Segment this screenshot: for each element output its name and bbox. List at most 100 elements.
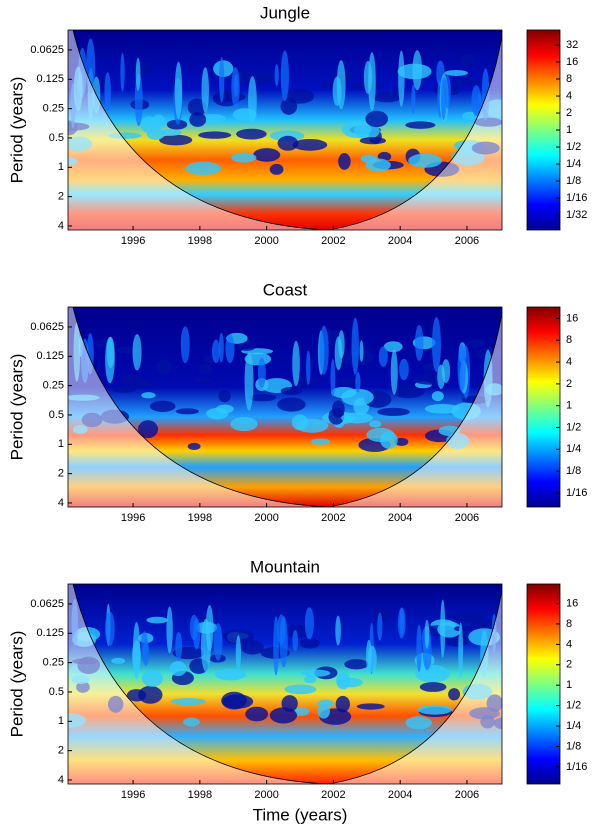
texture-blob [214, 668, 247, 681]
texture-blob [149, 400, 176, 412]
x-tick-label: 2000 [254, 235, 278, 247]
plot-frame [67, 29, 503, 231]
texture-blob [198, 131, 232, 139]
texture-blob [295, 418, 329, 433]
y-tick-label: 0.0625 [30, 321, 64, 333]
texture-streak [277, 614, 286, 646]
texture-streak [175, 631, 183, 661]
y-tick-label: 2 [58, 468, 64, 480]
colorbar-tick-label: 4 [566, 356, 572, 368]
texture-streak [457, 344, 466, 392]
texture-blob [369, 420, 382, 428]
texture-streak [200, 618, 211, 673]
texture-blob [341, 121, 372, 138]
texture-blob [285, 624, 312, 639]
texture-blob [341, 388, 374, 406]
texture-streak [132, 640, 141, 672]
texture-streak [411, 84, 416, 114]
texture-blob [392, 384, 425, 399]
texture-blob [303, 675, 317, 684]
x-tick-label: 2000 [254, 789, 278, 801]
texture-streak [365, 639, 372, 673]
y-tick-label: 0.125 [36, 627, 64, 639]
x-axis-label: Time (years) [253, 805, 348, 824]
colorbar-tick-label: 1/4 [566, 443, 581, 455]
texture-streak [166, 606, 173, 654]
texture-streak [248, 76, 257, 126]
y-tick-label: 0.5 [49, 132, 64, 144]
texture-streak [397, 607, 406, 639]
texture-blob [237, 67, 252, 86]
y-axis-label: Period (years) [7, 77, 26, 184]
texture-streak [135, 57, 141, 92]
cone-overlay [68, 584, 502, 784]
colorbar-tick-label: 1/2 [566, 141, 581, 153]
colorbar-tick-label: 16 [566, 56, 578, 68]
texture-blob [431, 391, 444, 402]
texture-blob [159, 134, 193, 146]
texture-streak [431, 317, 441, 372]
colorbar-tick-label: 8 [566, 334, 572, 346]
texture-streak [104, 72, 111, 111]
texture-blob [372, 91, 402, 103]
texture-blob [132, 61, 152, 76]
texture-streak [219, 56, 225, 103]
x-tick-label: 2006 [455, 512, 479, 524]
x-tick-label: 2000 [254, 512, 278, 524]
texture-streak [398, 50, 405, 107]
texture-blob [344, 659, 369, 670]
texture-blob [187, 98, 207, 116]
texture-blob [215, 404, 234, 414]
colorbar [526, 306, 561, 508]
texture-blob [415, 664, 450, 683]
texture-streak [416, 624, 422, 673]
texture-blob [111, 657, 126, 664]
spectrum [68, 30, 502, 230]
texture-blob [331, 400, 345, 418]
texture-blob [269, 163, 284, 175]
x-tick-label: 2004 [388, 512, 412, 524]
y-tick-label: 0.5 [49, 409, 64, 421]
texture-blob [198, 363, 213, 375]
texture-streak [213, 623, 223, 661]
texture-streak [257, 357, 266, 389]
texture-streak [105, 611, 115, 647]
colorbar-tick-label: 16 [566, 597, 578, 609]
colorbar-tick-label: 8 [566, 618, 572, 630]
texture-blob [405, 121, 436, 129]
texture-blob [185, 161, 222, 176]
texture-blob [170, 697, 206, 706]
y-tick-label: 0.125 [36, 350, 64, 362]
texture-blob [299, 638, 320, 649]
y-tick-label: 0.25 [43, 657, 64, 669]
texture-blob [280, 387, 302, 395]
texture-streak [225, 334, 235, 363]
texture-blob [193, 376, 211, 383]
texture-blob [284, 684, 317, 695]
texture-streak [132, 334, 142, 371]
colorbar [526, 29, 561, 231]
y-tick-label: 4 [58, 220, 64, 232]
x-tick-label: 2006 [455, 235, 479, 247]
colorbar-tick-label: 1/4 [566, 720, 581, 732]
texture-blob [159, 129, 182, 137]
texture-streak [412, 50, 422, 91]
y-tick-label: 4 [58, 497, 64, 509]
texture-streak [292, 340, 300, 387]
texture-blob [336, 672, 351, 690]
texture-streak [120, 52, 125, 92]
texture-blob [380, 431, 398, 449]
texture-streak [335, 615, 341, 646]
texture-blob [277, 135, 299, 151]
x-tick-label: 2004 [388, 235, 412, 247]
x-tick-label: 1996 [121, 789, 145, 801]
texture-blob [462, 111, 478, 121]
texture-streak [355, 372, 361, 393]
x-tick-label: 1996 [121, 512, 145, 524]
texture-streak [441, 359, 451, 384]
y-tick-label: 2 [58, 745, 64, 757]
texture-blob [245, 706, 269, 722]
colorbar-tick-label: 1/32 [566, 209, 587, 221]
texture-streak [304, 607, 314, 640]
texture-blob [146, 616, 168, 624]
